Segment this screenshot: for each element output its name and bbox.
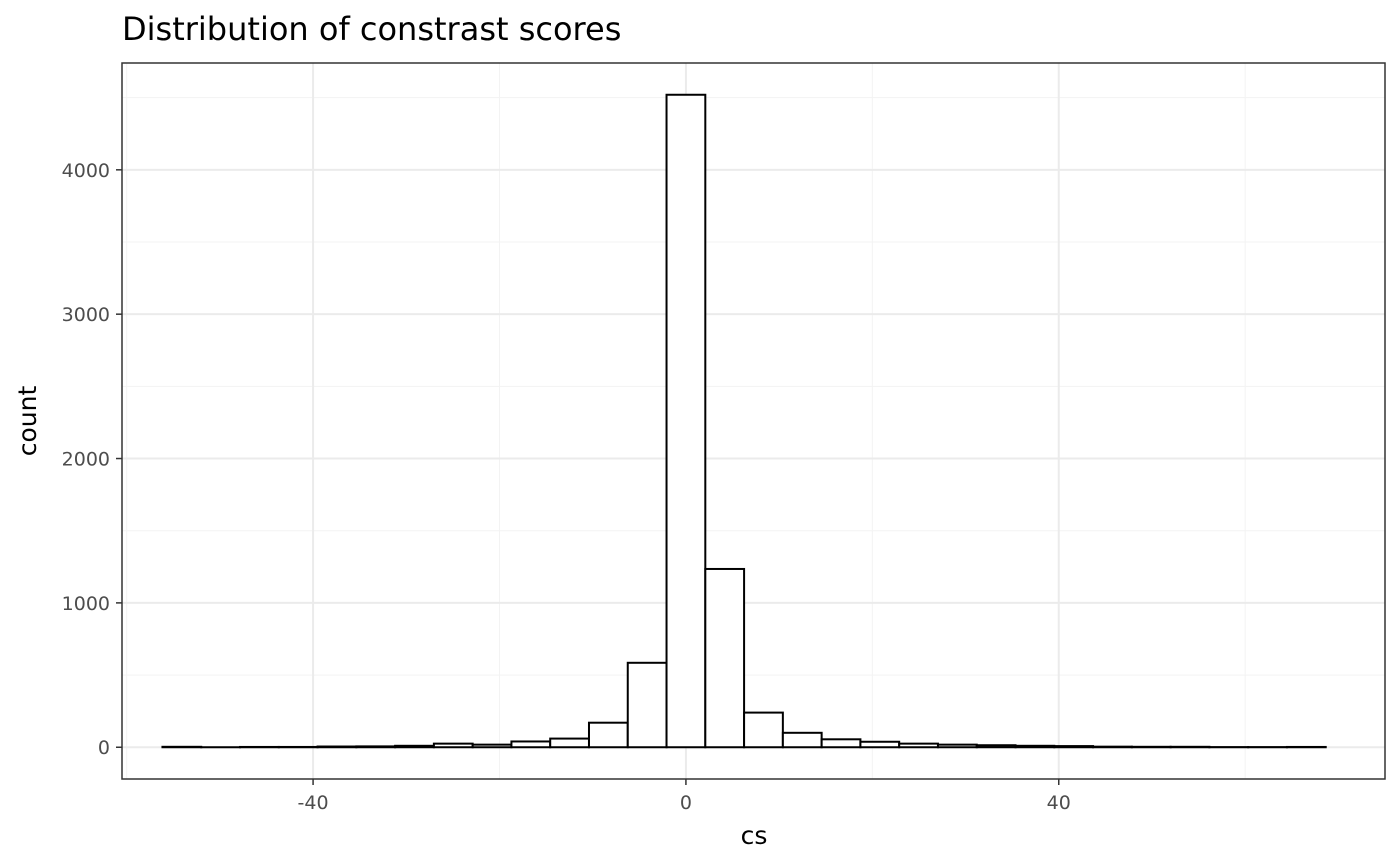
bar-4	[316, 745, 358, 749]
x-axis-ticks: -40 0 40	[298, 779, 1071, 814]
bar-19	[898, 742, 939, 749]
y-tick-label-3: 3000	[62, 304, 110, 326]
bar-8	[471, 743, 513, 749]
bar-6	[394, 744, 435, 749]
y-tick-label-1: 1000	[62, 593, 110, 615]
bar-9	[510, 740, 552, 749]
bar-10	[549, 737, 590, 749]
bar-12	[626, 661, 668, 749]
x-tick-label-1: 0	[680, 792, 692, 814]
bar-11	[587, 721, 629, 749]
bar-18	[859, 740, 901, 749]
bar-20	[936, 743, 978, 749]
bar-23	[1053, 745, 1095, 749]
bar-16	[781, 731, 823, 749]
y-axis-title: count	[13, 386, 42, 457]
x-tick-label-2: 40	[1047, 792, 1071, 814]
bar-5	[355, 745, 397, 749]
y-tick-label-0: 0	[98, 737, 110, 759]
bar-14	[704, 567, 746, 749]
plot-panel-border	[121, 62, 1386, 780]
bar-22	[1014, 744, 1056, 749]
y-axis-ticks: 0 1000 2000 3000 4000	[62, 160, 122, 759]
y-tick-label-2: 2000	[62, 449, 110, 471]
major-grid	[122, 63, 1385, 779]
x-axis-title: cs	[741, 821, 768, 850]
bar-24	[1092, 745, 1133, 749]
bar-21	[975, 744, 1017, 749]
bar-17	[820, 738, 862, 749]
minor-grid	[122, 63, 1385, 779]
x-tick-label-0: -40	[298, 792, 329, 814]
bar-7	[432, 742, 474, 749]
y-tick-label-4: 4000	[62, 160, 110, 182]
bar-13	[665, 93, 707, 749]
bar-15	[743, 711, 784, 749]
histogram-bars	[161, 93, 1327, 749]
chart-title: Distribution of constrast scores	[122, 10, 621, 48]
